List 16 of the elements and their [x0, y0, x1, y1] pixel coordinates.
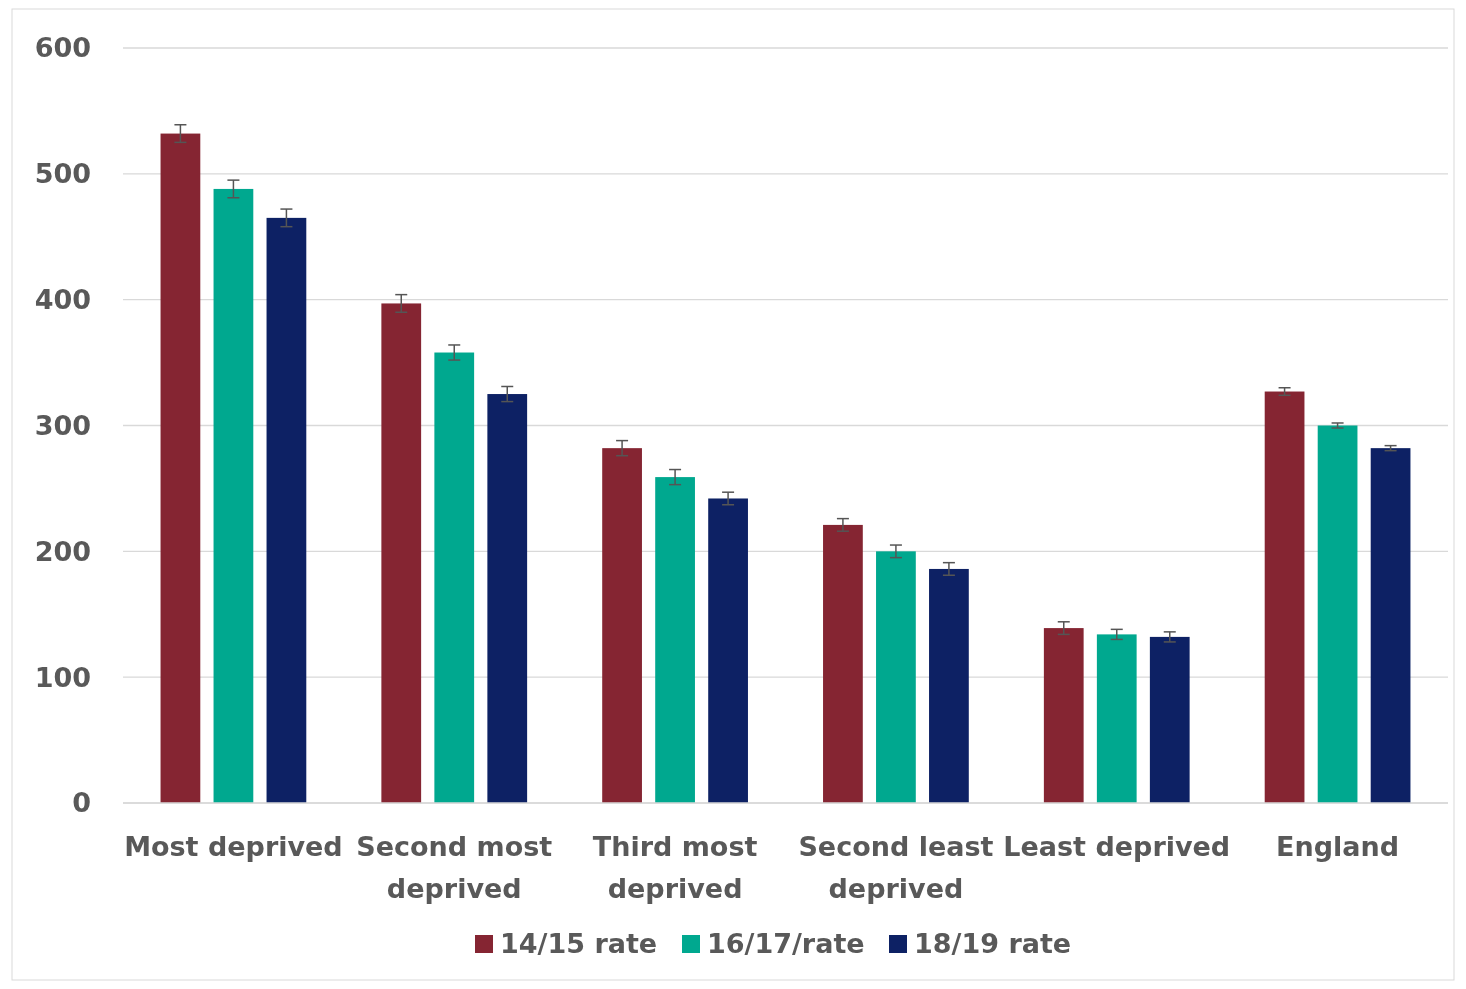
x-tick-label: England — [1276, 831, 1400, 862]
legend-label: 16/17/rate — [707, 928, 865, 959]
y-tick-label: 100 — [34, 661, 91, 693]
x-tick-label: Least deprived — [1003, 831, 1231, 862]
y-tick-label: 500 — [34, 158, 91, 190]
x-tick-label: Second most deprived — [356, 831, 553, 904]
y-tick-label: 600 — [34, 32, 91, 64]
x-tick-label: Most deprived — [124, 831, 343, 862]
y-tick-label: 300 — [34, 409, 91, 441]
y-tick-label: 200 — [34, 535, 91, 567]
y-tick-label: 0 — [72, 787, 91, 819]
x-tick-label: Second least deprived — [798, 831, 994, 904]
legend-label: 14/15 rate — [500, 928, 658, 959]
legend-label: 18/19 rate — [914, 928, 1072, 959]
y-tick-label: 400 — [34, 284, 91, 316]
x-tick-label: Third most deprived — [592, 831, 758, 904]
